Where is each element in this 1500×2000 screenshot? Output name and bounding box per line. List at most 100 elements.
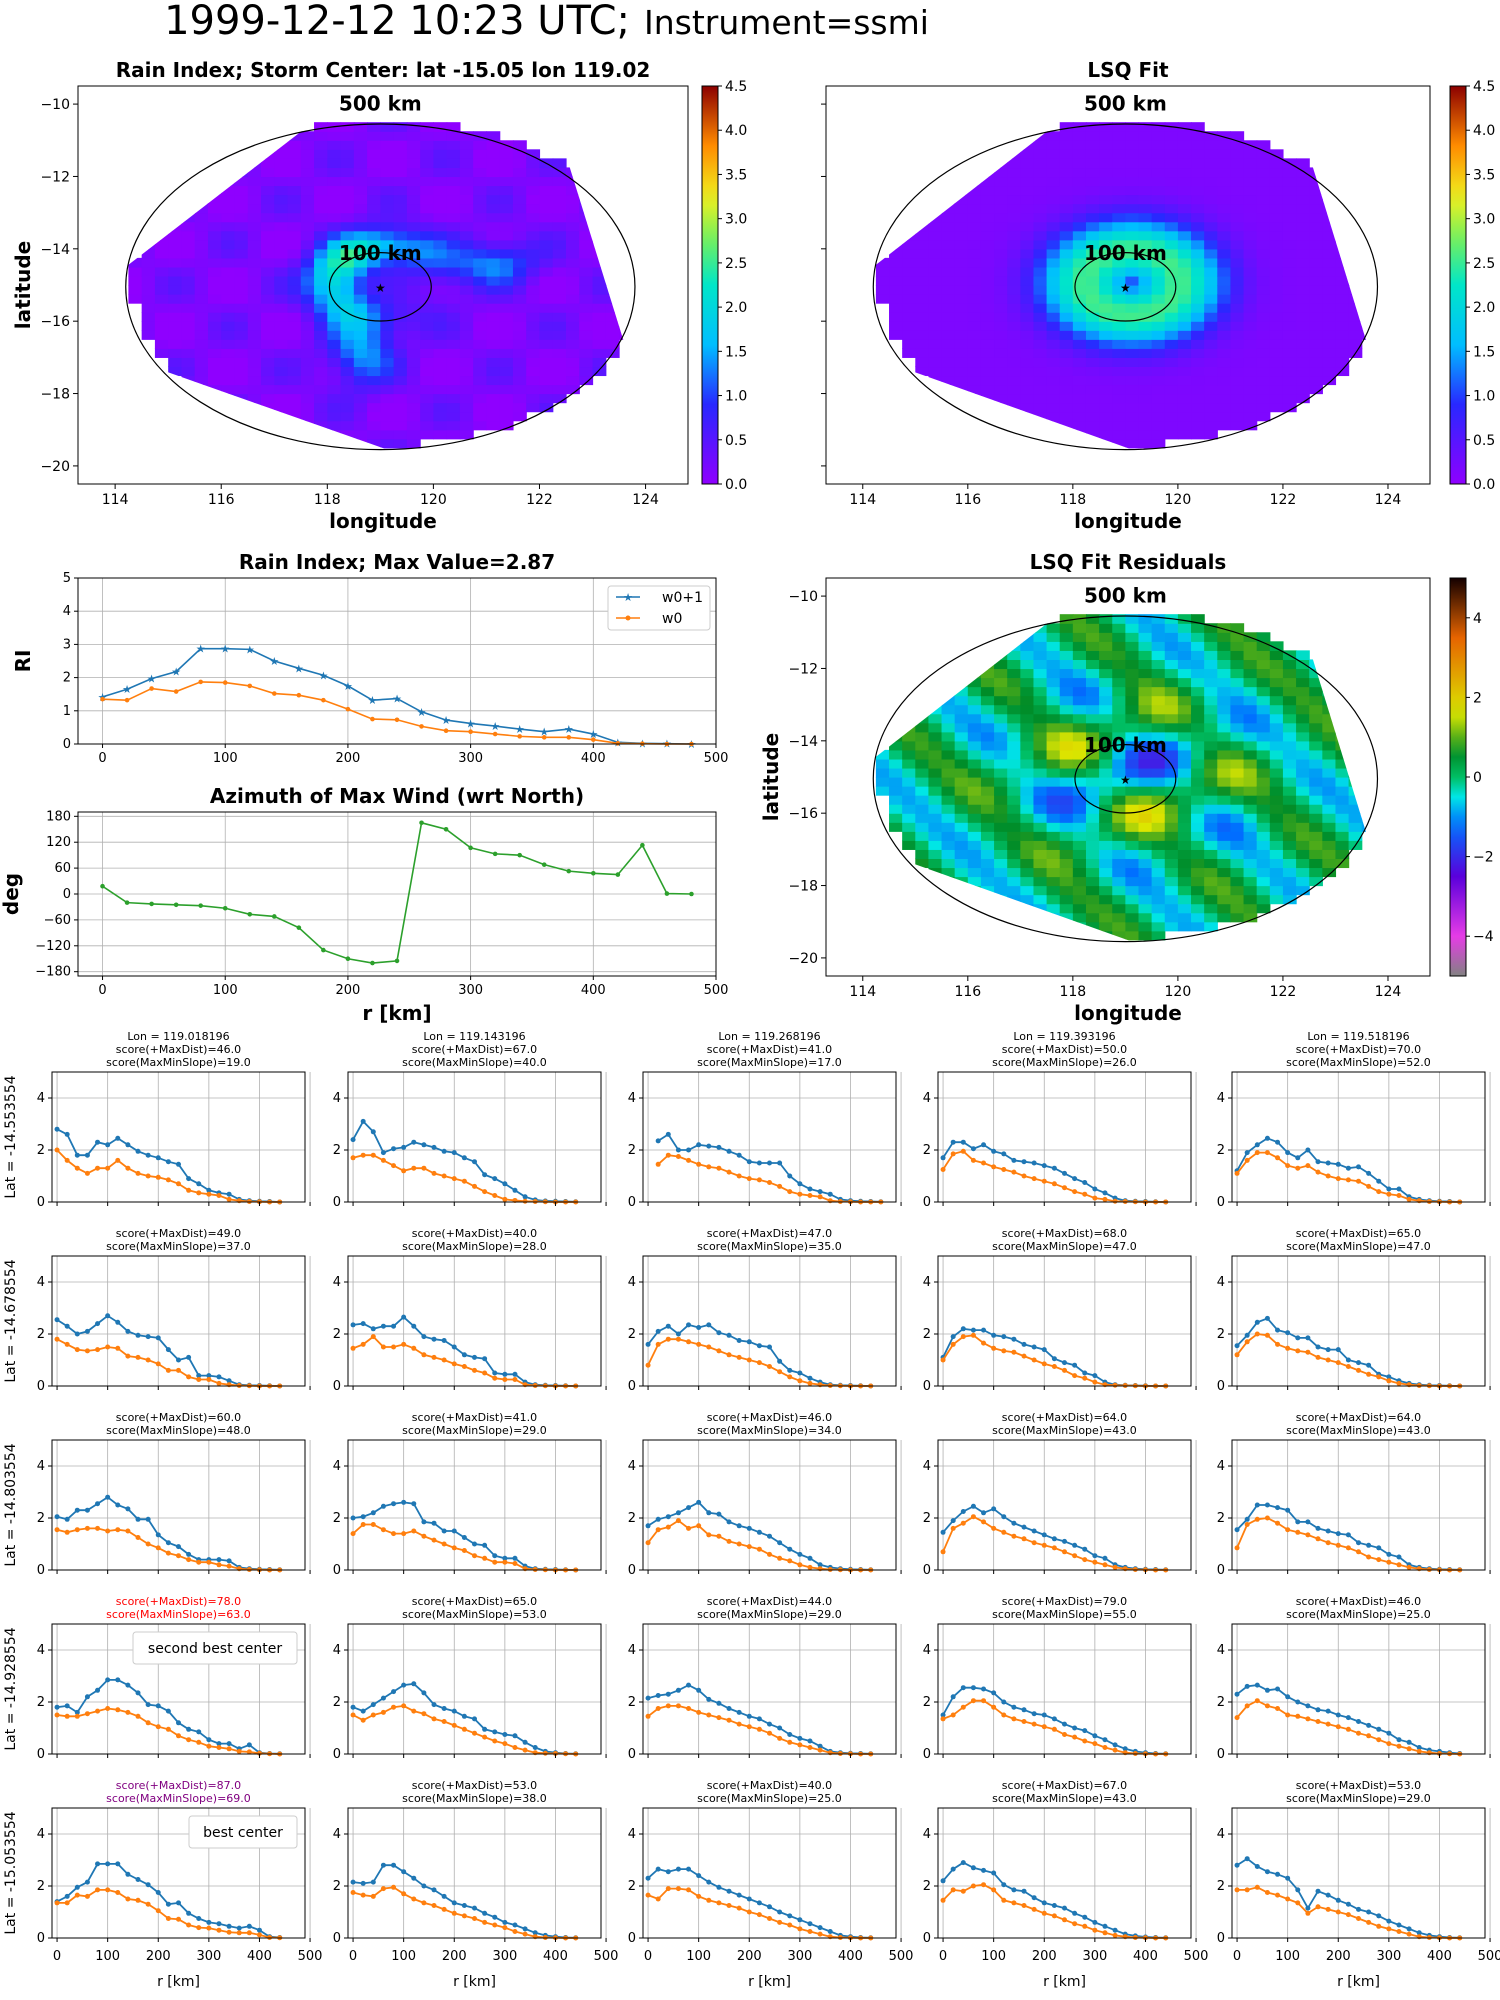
map-cell [353, 185, 368, 196]
ytick-label: 2 [37, 1327, 45, 1342]
map-cell [128, 275, 143, 286]
map-xtick-label: 124 [1375, 492, 1402, 508]
map-cell [526, 303, 541, 313]
map-cell [1072, 777, 1087, 787]
map-cell [1033, 758, 1048, 769]
series-point [492, 1193, 498, 1198]
map-cell [1217, 375, 1232, 386]
panel-2-2: 024score(+MaxDist)=46.0score(MaxMinSlope… [628, 1411, 902, 1578]
map-cell [406, 176, 421, 187]
map-cell [512, 239, 527, 250]
map-cell [1217, 795, 1232, 805]
map-cell [1020, 149, 1035, 159]
map-cell [1112, 831, 1126, 841]
map-cell [406, 221, 421, 232]
series-point [1264, 1315, 1270, 1321]
map-cell [928, 722, 943, 733]
map-cell [486, 149, 501, 159]
map-cell [1033, 275, 1048, 286]
map-cell [327, 366, 342, 377]
map-cell [526, 330, 541, 340]
series-point [431, 1537, 437, 1543]
map-cell [1020, 767, 1035, 778]
map-cell [380, 266, 395, 277]
map-cell [1033, 650, 1048, 661]
map-cell [915, 321, 930, 331]
map-cell [526, 285, 541, 295]
series-point [64, 1341, 70, 1347]
series-point [1112, 1564, 1118, 1570]
series-point [1234, 1545, 1240, 1551]
map-cell [902, 266, 916, 277]
map-cell [1151, 438, 1166, 449]
series-point [532, 1745, 538, 1750]
ytick-label: 2 [333, 1695, 341, 1710]
series-point [482, 1370, 488, 1376]
map-cell [1164, 203, 1179, 214]
map-cell [393, 411, 408, 422]
map-cell [1125, 731, 1140, 742]
map-cell [1072, 795, 1087, 805]
map-cell [327, 248, 342, 259]
series-point [960, 1520, 966, 1526]
series-point [115, 1502, 121, 1508]
panel-1-3: 024score(+MaxDist)=68.0score(MaxMinSlope… [923, 1227, 1197, 1394]
map-cell [1072, 831, 1087, 841]
map-cell [473, 131, 488, 141]
map-cell [393, 158, 408, 169]
map-xtick-label: 116 [954, 492, 981, 508]
colorbar-tick-label: 2.0 [1473, 300, 1495, 316]
map-cell [1217, 912, 1232, 923]
map-cell [1230, 894, 1245, 905]
map-cell [1217, 840, 1232, 850]
map-cell [1046, 285, 1061, 295]
series-line-w0+1 [56, 1679, 280, 1755]
map-cell [954, 248, 969, 259]
map-cell [1046, 402, 1061, 413]
map-cell [1125, 384, 1140, 395]
map-cell [1151, 149, 1166, 159]
map-cell [928, 348, 943, 358]
map-cell [128, 294, 143, 304]
map-cell [954, 321, 969, 331]
map-cell [1282, 248, 1297, 259]
map-cell [234, 366, 249, 377]
map-cell [1204, 339, 1218, 349]
map-cell [1085, 713, 1100, 724]
map-cell [1164, 194, 1179, 205]
map-cell [459, 158, 474, 169]
map-cell [340, 131, 355, 141]
series-point [360, 1522, 366, 1527]
map-cell [1269, 822, 1284, 832]
series-point [95, 1165, 101, 1171]
map-cell [1099, 822, 1113, 832]
series-point [950, 1151, 956, 1157]
map-frame [77, 85, 689, 485]
map-cell [406, 275, 421, 286]
map-cell [340, 158, 355, 169]
map-cell [1072, 176, 1087, 187]
series-point [1082, 1546, 1088, 1552]
series-point [1285, 1527, 1291, 1533]
map-cell [168, 330, 183, 340]
series-point [532, 1198, 538, 1204]
map-cell [1177, 248, 1192, 259]
map-cell [902, 294, 916, 304]
map-cell [1282, 339, 1297, 349]
map-cell [1269, 713, 1284, 724]
map-xtick-label: 118 [314, 492, 341, 508]
series-point [706, 1143, 712, 1149]
map-cell [473, 275, 488, 286]
map-cell [1191, 912, 1205, 923]
map-cell [1020, 686, 1035, 697]
map-cell [1007, 248, 1021, 259]
map-cell [1322, 257, 1337, 268]
map-cell [393, 339, 408, 349]
map-cell [1046, 758, 1061, 769]
map-cell [1033, 695, 1048, 706]
map-cell [1059, 176, 1074, 187]
map-cell [1007, 840, 1021, 850]
map-cell [1007, 686, 1021, 697]
series-point [461, 1726, 467, 1732]
map-cell [1059, 858, 1074, 869]
